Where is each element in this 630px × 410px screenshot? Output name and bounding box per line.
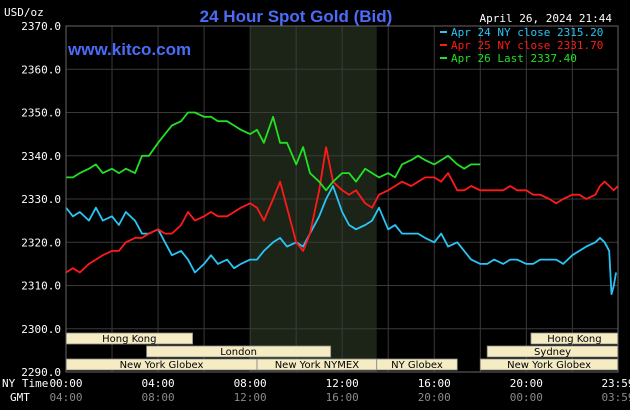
plot-border	[65, 25, 619, 373]
series-line	[66, 111, 481, 192]
x-axis-label-ny: NY Time	[2, 377, 48, 390]
market-bar-label: NY Globex	[391, 360, 443, 371]
market-bar-label: Hong Kong	[102, 334, 156, 345]
y-tick-label: 2320.0	[21, 236, 61, 249]
x-tick-label-gmt: 00:00	[510, 391, 543, 404]
x-tick-label-ny: 08:00	[234, 377, 267, 390]
x-tick-label-ny: 00:00	[49, 377, 82, 390]
x-axis-ticks: 00:0004:0008:0012:0016:0020:0023:5904:00…	[49, 377, 630, 404]
y-tick-label: 2360.0	[21, 63, 61, 76]
chart-date: April 26, 2024 21:44	[480, 12, 613, 25]
y-tick-label: 2300.0	[21, 323, 61, 336]
market-bar-label: Sydney	[534, 347, 571, 358]
x-tick-label-gmt: 08:00	[142, 391, 175, 404]
market-bar-label: London	[220, 347, 257, 358]
x-tick-label-gmt: 12:00	[234, 391, 267, 404]
market-bar-label: New York Globex	[507, 360, 591, 371]
y-tick-label: 2310.0	[21, 280, 61, 293]
y-tick-label: 2340.0	[21, 150, 61, 163]
price-series	[65, 111, 619, 296]
x-tick-label-ny: 20:00	[510, 377, 543, 390]
brand-url: www.kitco.com	[67, 40, 191, 59]
chart-title: 24 Hour Spot Gold (Bid)	[200, 7, 393, 26]
market-bar-label: New York NYMEX	[275, 360, 360, 371]
y-tick-label: 2290.0	[21, 366, 61, 379]
x-tick-label-gmt: 16:00	[326, 391, 359, 404]
y-tick-label: 2370.0	[21, 20, 61, 33]
legend-entry: Apr 24 NY close 2315.20	[451, 26, 603, 39]
y-axis-unit: USD/oz	[4, 6, 44, 19]
legend-entry: Apr 25 NY close 2331.70	[451, 39, 603, 52]
x-tick-label-gmt: 03:59	[601, 391, 630, 404]
y-tick-label: 2350.0	[21, 107, 61, 120]
y-tick-label: 2330.0	[21, 193, 61, 206]
market-bar-label: Hong Kong	[547, 334, 601, 345]
market-bar-label: New York Globex	[120, 360, 204, 371]
legend-entry: Apr 26 Last 2337.40	[451, 52, 577, 65]
series-line	[65, 185, 617, 296]
x-tick-label-ny: 12:00	[326, 377, 359, 390]
market-bar	[146, 345, 332, 358]
market-bar	[376, 358, 458, 371]
x-tick-label-gmt: 04:00	[49, 391, 82, 404]
x-tick-label-ny: 04:00	[142, 377, 175, 390]
x-tick-label-ny: 23:59	[601, 377, 630, 390]
x-tick-label-ny: 16:00	[418, 377, 451, 390]
y-axis-ticks: 2370.0 2360.0 2350.0 2340.0 2330.0 2320.0 2310…	[21, 20, 61, 379]
x-tick-label-gmt: 20:00	[418, 391, 451, 404]
x-axis-label-gmt: GMT	[10, 391, 30, 404]
series-line	[65, 146, 619, 274]
